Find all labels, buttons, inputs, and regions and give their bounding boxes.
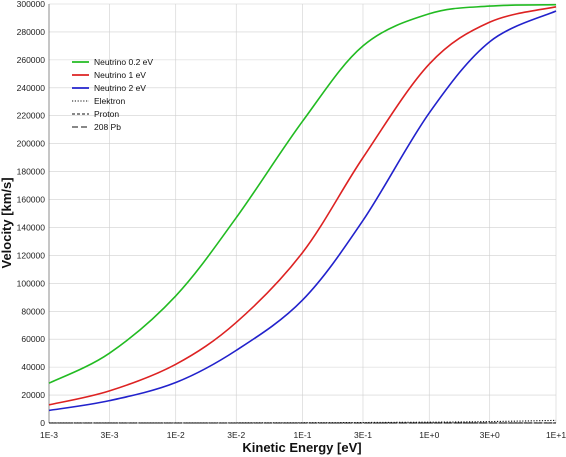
x-tick-label: 1E+0 [419, 430, 439, 440]
y-tick-label: 280000 [17, 27, 46, 37]
x-tick-label: 1E-1 [294, 430, 312, 440]
y-tick-label: 20000 [21, 390, 45, 400]
series-line-neutrino-2-ev [48, 10, 557, 412]
x-tick-label: 1E+1 [546, 430, 566, 440]
y-tick-label: 220000 [17, 111, 46, 121]
y-tick-label: 160000 [17, 195, 46, 205]
y-tick-label: 80000 [21, 306, 45, 316]
tick-labels: 0 20000 40000 60000 80000 100000 120000 140000 1… [17, 0, 566, 440]
y-tick-label: 140000 [17, 222, 46, 232]
y-tick-label: 240000 [17, 83, 46, 93]
legend: Neutrino 0.2 eV Neutrino 1 eV Neutrino 2 e… [72, 57, 153, 132]
series-line-elektron [48, 419, 557, 424]
x-tick-label: 3E-2 [227, 430, 245, 440]
legend-label-neutrino-0-2-ev: Neutrino 0.2 eV [94, 57, 153, 67]
y-tick-label: 120000 [17, 250, 46, 260]
y-tick-label: 300000 [17, 0, 46, 9]
legend-label-neutrino-2-ev: Neutrino 2 eV [94, 83, 146, 93]
x-tick-label: 3E-1 [354, 430, 372, 440]
y-tick-label: 100000 [17, 278, 46, 288]
y-tick-label: 40000 [21, 362, 45, 372]
x-tick-label: 1E-2 [167, 430, 185, 440]
y-tick-label: 260000 [17, 55, 46, 65]
series-line-neutrino-0-2-ev [48, 3, 557, 384]
x-tick-label: 3E+0 [480, 430, 500, 440]
x-axis-title: Kinetic Energy [eV] [242, 440, 361, 455]
y-tick-label: 200000 [17, 139, 46, 149]
legend-label-elektron: Elektron [94, 96, 125, 106]
y-tick-label: 0 [40, 418, 45, 428]
x-tick-label: 3E-3 [100, 430, 118, 440]
y-axis-title: Velocity [km/s] [0, 177, 14, 268]
series-lines [48, 3, 557, 424]
y-tick-label: 60000 [21, 334, 45, 344]
y-tick-label: 180000 [17, 167, 46, 177]
series-line-neutrino-1-ev [48, 6, 557, 406]
x-tick-label: 1E-3 [40, 430, 58, 440]
legend-label-neutrino-1-ev: Neutrino 1 eV [94, 70, 146, 80]
legend-label-proton: Proton [94, 109, 119, 119]
legend-label-208-pb: 208 Pb [94, 122, 121, 132]
